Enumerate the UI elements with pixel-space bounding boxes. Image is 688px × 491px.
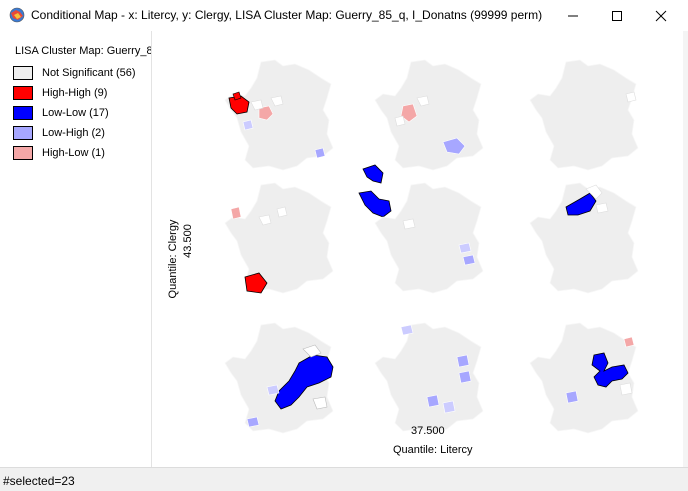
x-axis-title: Quantile: Litercy [393, 444, 473, 456]
map-panel-r2-c3[interactable] [529, 182, 639, 294]
app-logo-icon [9, 7, 25, 23]
map-panel-r2-c1[interactable] [224, 164, 392, 294]
close-icon [655, 10, 667, 21]
title-bar[interactable]: Conditional Map - x: Litercy, y: Clergy,… [0, 0, 688, 31]
legend-item-label: High-Low (1) [42, 147, 105, 159]
legend-swatch [13, 106, 33, 120]
legend-panel[interactable]: LISA Cluster Map: Guerry_8 Not Significa… [0, 31, 152, 467]
selection-status: #selected=23 [3, 474, 75, 488]
legend-swatch [13, 86, 33, 100]
map-panel-r1-c2[interactable] [374, 59, 484, 171]
map-panel-r1-c3[interactable] [529, 59, 639, 171]
legend-swatch [13, 66, 33, 80]
legend-title: LISA Cluster Map: Guerry_8 [15, 45, 152, 57]
window-title: Conditional Map - x: Litercy, y: Clergy,… [31, 8, 543, 22]
status-bar: #selected=23 [0, 467, 688, 491]
maximize-button[interactable] [594, 0, 640, 31]
legend-item-low-high[interactable]: Low-High (2) [13, 126, 105, 140]
minimize-icon [568, 15, 578, 16]
map-panel-r3-c1[interactable] [224, 322, 334, 434]
map-panel-r3-c3[interactable] [529, 322, 639, 434]
conditional-map-canvas[interactable]: Quantile: Clergy 43.500 37.500 Quantile:… [153, 31, 688, 467]
map-panel-r3-c2[interactable] [374, 322, 484, 434]
close-button[interactable] [638, 0, 684, 31]
map-panel-r2-c2[interactable] [374, 182, 484, 294]
legend-item-high-low[interactable]: High-Low (1) [13, 146, 105, 160]
legend-item-label: High-High (9) [42, 87, 108, 99]
legend-item-not-significant[interactable]: Not Significant (56) [13, 66, 136, 80]
map-grid[interactable] [153, 31, 688, 467]
y-axis-title: Quantile: Clergy [167, 219, 179, 299]
window-right-edge [683, 31, 688, 467]
legend-item-label: Low-High (2) [42, 127, 105, 139]
legend-item-label: Not Significant (56) [42, 67, 136, 79]
legend-swatch [13, 146, 33, 160]
legend-item-label: Low-Low (17) [42, 107, 109, 119]
minimize-button[interactable] [550, 0, 596, 31]
legend-item-low-low[interactable]: Low-Low (17) [13, 106, 109, 120]
legend-item-high-high[interactable]: High-High (9) [13, 86, 107, 100]
legend-swatch [13, 126, 33, 140]
maximize-icon [612, 10, 622, 21]
map-panel-r1-c1[interactable] [224, 59, 334, 171]
x-axis-break-label: 37.500 [411, 425, 445, 437]
y-axis-break-label: 43.500 [182, 224, 194, 258]
